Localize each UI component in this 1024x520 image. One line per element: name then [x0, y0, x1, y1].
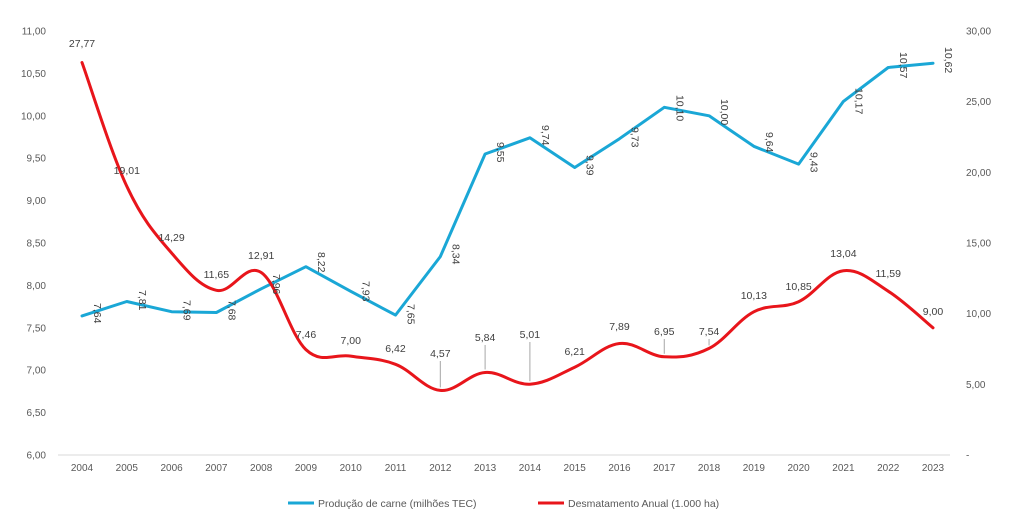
data-label-production: 7,65: [405, 304, 417, 325]
x-tick-label: 2020: [788, 463, 811, 474]
x-tick-label: 2021: [832, 463, 855, 474]
x-tick-label: 2023: [922, 463, 945, 474]
x-tick-label: 2015: [564, 463, 587, 474]
x-tick-label: 2013: [474, 463, 497, 474]
data-label-deforestation: 5,84: [475, 332, 496, 344]
y-left-tick-label: 6,50: [27, 408, 47, 419]
legend-item-production: Produção de carne (milhões TEC): [288, 498, 477, 510]
data-label-production: 7,96: [270, 274, 282, 295]
data-label-production: 10,10: [673, 95, 685, 121]
y-right-tick-label: 30,00: [966, 27, 991, 38]
x-tick-label: 2014: [519, 463, 542, 474]
data-label-deforestation: 7,89: [609, 321, 630, 333]
data-label-production: 10,62: [942, 47, 954, 73]
data-labels: 27,77 19,01 14,29 11,65 12,91 7,46 7,00 6,42 4,5…: [69, 38, 954, 388]
data-label-production: 9,73: [629, 127, 641, 148]
y-right-tick-label: 25,00: [966, 97, 991, 108]
y-right-tick-label: 20,00: [966, 168, 991, 179]
data-label-deforestation: 13,04: [830, 248, 856, 260]
data-label-production: 9,43: [808, 152, 820, 173]
x-tick-label: 2010: [340, 463, 363, 474]
data-label-production: 10,57: [897, 52, 909, 78]
x-tick-label: 2016: [608, 463, 631, 474]
data-label-deforestation: 27,77: [69, 38, 95, 50]
data-label-deforestation: 7,00: [341, 335, 362, 347]
axes: 2004 2005 2006 2007 2008 2009 2010 2011 2012 2013…: [21, 27, 991, 475]
data-label-production: 7,81: [136, 290, 148, 311]
data-label-deforestation: 6,42: [385, 343, 406, 355]
x-tick-label: 2017: [653, 463, 676, 474]
legend-label: Desmatamento Anual (1.000 ha): [568, 498, 719, 510]
data-label-deforestation: 11,65: [204, 269, 230, 281]
x-tick-label: 2022: [877, 463, 900, 474]
data-label-deforestation: 12,91: [248, 250, 274, 262]
data-label-deforestation: 6,21: [564, 346, 585, 358]
x-tick-label: 2011: [385, 463, 407, 474]
data-label-deforestation: 10,85: [785, 281, 811, 293]
x-tick-label: 2006: [160, 463, 183, 474]
series-line-deforestation: [80, 61, 935, 392]
data-label-production: 8,22: [315, 252, 327, 273]
data-label-production: 9,55: [494, 142, 506, 163]
x-tick-label: 2004: [71, 463, 94, 474]
data-label-production: 10,00: [718, 99, 730, 125]
data-label-production: 9,39: [584, 155, 596, 176]
data-label-deforestation: 11,59: [875, 268, 901, 280]
y-left-tick-label: 9,50: [27, 154, 47, 165]
series-lines: [80, 61, 935, 392]
legend: Produção de carne (milhões TEC) Desmatame…: [288, 498, 719, 510]
y-left-tick-label: 7,00: [27, 366, 47, 377]
data-label-deforestation: 19,01: [114, 165, 140, 177]
y-left-tick-label: 8,00: [27, 281, 47, 292]
y-left-tick-label: 6,00: [27, 451, 47, 462]
series-line-production: [80, 61, 935, 318]
y-left-tick-label: 8,50: [27, 239, 47, 250]
y-right-tick-label: 15,00: [966, 239, 991, 250]
x-tick-label: 2012: [429, 463, 452, 474]
x-tick-label: 2009: [295, 463, 318, 474]
data-label-production: 9,64: [763, 132, 775, 153]
data-label-deforestation: 10,13: [741, 290, 767, 302]
y-right-tick-label: 5,00: [966, 380, 986, 391]
x-tick-label: 2019: [743, 463, 766, 474]
y-left-tick-label: 10,50: [21, 69, 46, 80]
data-label-production: 7,93: [360, 281, 372, 302]
y-left-tick-label: 11,00: [22, 27, 47, 38]
data-label-deforestation: 6,95: [654, 326, 675, 338]
data-label-deforestation: 7,46: [296, 329, 317, 341]
data-label-deforestation: 14,29: [158, 232, 184, 244]
y-left-tick-label: 7,50: [27, 323, 47, 334]
legend-item-deforestation: Desmatamento Anual (1.000 ha): [538, 498, 719, 510]
data-label-deforestation: 9,00: [923, 306, 944, 318]
x-tick-label: 2008: [250, 463, 273, 474]
data-label-deforestation: 4,57: [430, 348, 451, 360]
data-label-production: 7,69: [181, 300, 193, 321]
y-right-tick-label: 10,00: [966, 309, 991, 320]
data-label-deforestation: 7,54: [699, 326, 720, 338]
y-left-tick-label: 9,00: [27, 196, 47, 207]
data-label-production: 7,68: [225, 300, 237, 321]
data-label-deforestation: 5,01: [520, 329, 541, 341]
data-label-production: 8,34: [449, 244, 461, 265]
y-right-tick-label: -: [966, 451, 969, 462]
x-tick-label: 2018: [698, 463, 721, 474]
x-tick-label: 2007: [205, 463, 228, 474]
legend-label: Produção de carne (milhões TEC): [318, 498, 477, 510]
data-label-production: 9,74: [539, 125, 551, 146]
data-label-production: 7,64: [91, 303, 103, 324]
x-tick-label: 2005: [116, 463, 139, 474]
data-label-production: 10,17: [852, 88, 864, 114]
y-left-tick-label: 10,00: [21, 111, 46, 122]
